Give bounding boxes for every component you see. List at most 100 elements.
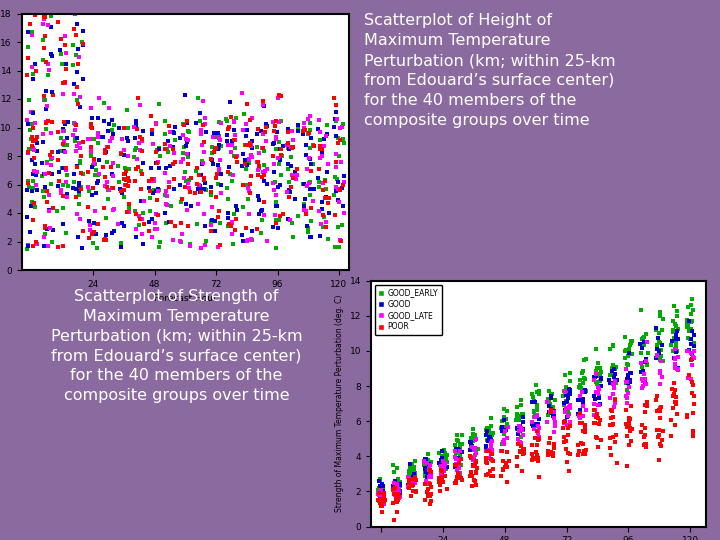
Point — [622, 389, 634, 397]
Point — [533, 387, 544, 395]
Point — [498, 425, 509, 434]
Point — [376, 507, 387, 516]
Point — [115, 239, 127, 248]
Point — [624, 418, 635, 427]
Point — [424, 480, 436, 489]
Point — [451, 435, 462, 444]
Point — [512, 412, 523, 421]
Point — [87, 160, 99, 169]
Point — [206, 183, 217, 191]
Point — [61, 190, 73, 198]
Point — [130, 134, 141, 143]
Point — [589, 373, 600, 381]
Point — [60, 60, 72, 69]
Point — [27, 137, 39, 145]
Point — [163, 218, 175, 227]
Point — [308, 141, 320, 150]
Point — [639, 441, 650, 450]
Point — [654, 368, 666, 377]
Point — [300, 210, 312, 218]
Point — [46, 237, 58, 246]
Point — [297, 130, 309, 139]
Point — [300, 207, 312, 215]
Point — [452, 444, 464, 453]
Point — [422, 469, 433, 477]
Point — [657, 426, 669, 435]
Point — [226, 141, 238, 150]
Point — [283, 193, 294, 201]
Point — [485, 438, 497, 447]
Point — [406, 482, 418, 491]
Point — [147, 140, 158, 149]
Point — [408, 463, 420, 471]
Point — [471, 481, 482, 489]
Point — [394, 478, 405, 487]
Point — [193, 181, 204, 190]
Point — [176, 230, 188, 238]
Point — [225, 148, 236, 157]
Point — [434, 477, 446, 486]
Point — [607, 412, 618, 421]
Point — [670, 393, 682, 402]
Point — [104, 137, 116, 146]
Point — [28, 199, 40, 207]
Point — [593, 392, 604, 400]
Point — [579, 449, 590, 458]
Point — [338, 209, 350, 218]
Point — [24, 202, 36, 211]
Point — [132, 139, 144, 147]
Point — [424, 461, 436, 469]
Point — [607, 363, 618, 372]
Point — [143, 176, 155, 185]
Point — [544, 396, 555, 404]
Text: Scatterplot of Strength of
Maximum Temperature
Perturbation (km; within 25-km
fr: Scatterplot of Strength of Maximum Tempe… — [50, 289, 302, 403]
Point — [137, 240, 148, 249]
Point — [378, 483, 390, 492]
Point — [27, 133, 38, 141]
Point — [300, 151, 312, 160]
Point — [91, 219, 102, 228]
Point — [86, 124, 98, 133]
Point — [420, 455, 431, 463]
Point — [639, 408, 651, 416]
Point — [44, 206, 55, 215]
Point — [425, 468, 436, 477]
Point — [374, 499, 385, 508]
Point — [526, 455, 538, 464]
Point — [267, 179, 279, 187]
Point — [68, 24, 80, 33]
Point — [238, 125, 249, 134]
Point — [641, 440, 652, 448]
Point — [466, 442, 477, 451]
Point — [547, 449, 559, 457]
Point — [595, 374, 606, 383]
Point — [559, 418, 570, 427]
Point — [484, 467, 495, 475]
Point — [513, 437, 525, 446]
Point — [93, 170, 104, 179]
Point — [286, 142, 297, 151]
Point — [22, 213, 33, 221]
Point — [672, 324, 683, 333]
Point — [532, 435, 544, 443]
Point — [74, 93, 86, 102]
Point — [652, 351, 663, 360]
Point — [487, 472, 498, 481]
Point — [670, 354, 681, 362]
Point — [518, 444, 529, 453]
Point — [89, 227, 100, 236]
Point — [526, 450, 538, 458]
Point — [498, 405, 510, 414]
Point — [641, 355, 652, 363]
Point — [251, 143, 263, 151]
Point — [372, 490, 384, 498]
Point — [482, 435, 493, 444]
Point — [123, 208, 135, 217]
Point — [423, 466, 435, 475]
Point — [122, 152, 134, 160]
Point — [454, 473, 465, 482]
Point — [270, 190, 282, 199]
Point — [621, 377, 633, 386]
Point — [305, 204, 317, 212]
Point — [130, 176, 141, 185]
